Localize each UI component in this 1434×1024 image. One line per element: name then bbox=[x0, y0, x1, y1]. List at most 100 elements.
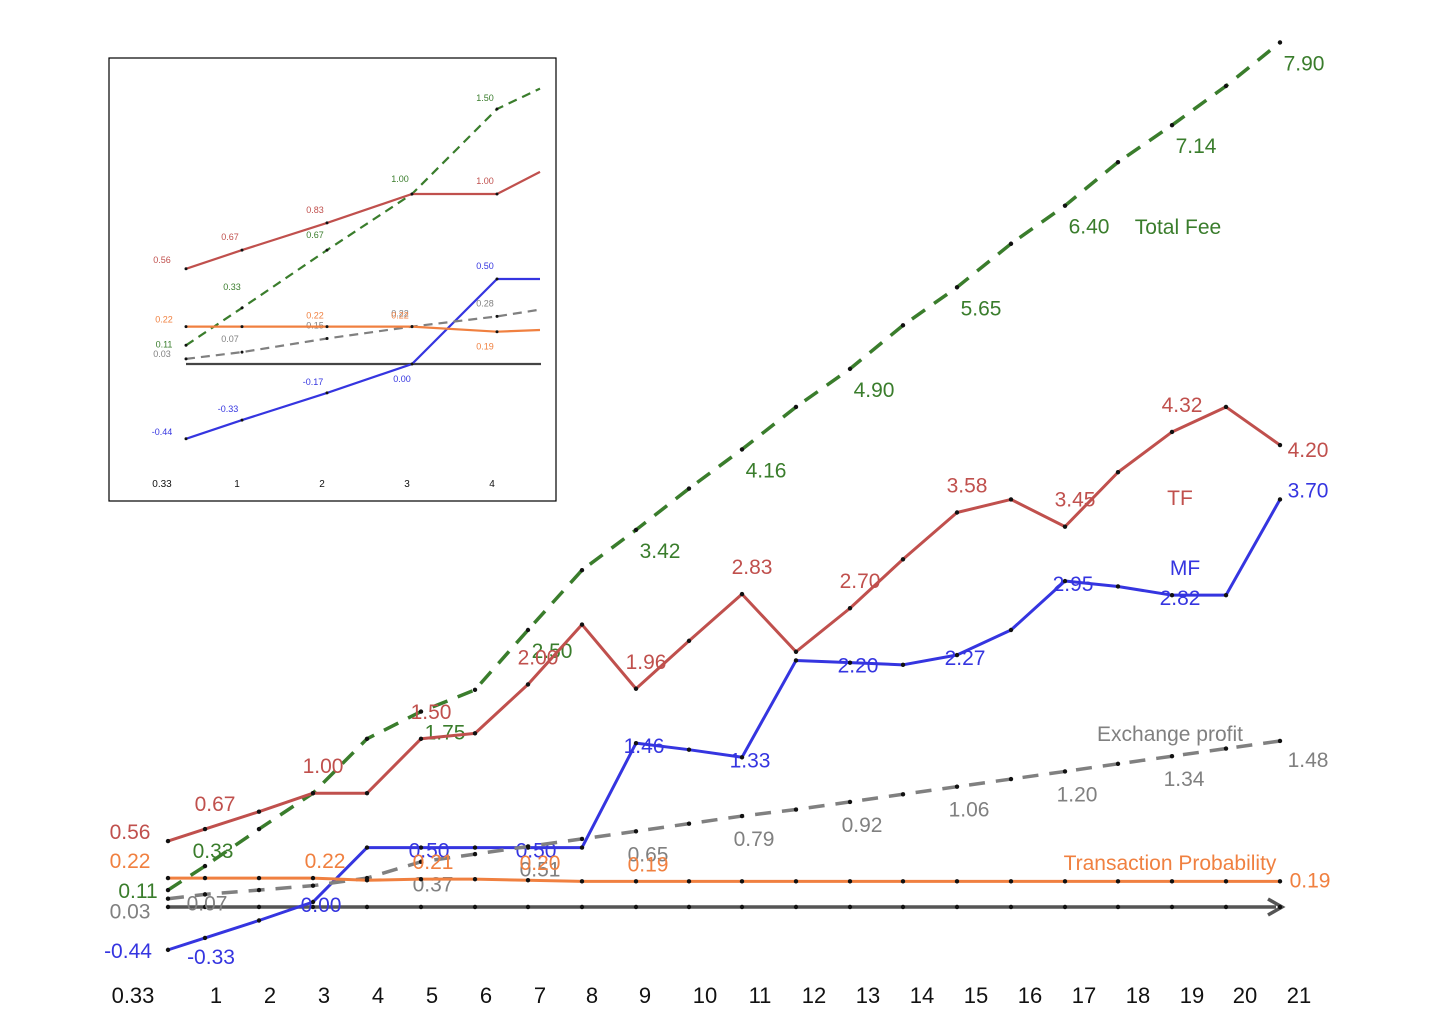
inset-data-point bbox=[325, 325, 329, 329]
inset-data-label: 0.67 bbox=[306, 230, 324, 240]
data-point bbox=[686, 821, 692, 826]
axis-tick-dot bbox=[900, 904, 906, 910]
x-tick-label: 7 bbox=[534, 983, 546, 1008]
axis-tick-dot bbox=[256, 904, 262, 910]
data-point bbox=[1277, 879, 1283, 884]
series-line-transaction-probability bbox=[168, 876, 1280, 883]
data-label: 1.96 bbox=[626, 651, 667, 674]
data-label: 1.00 bbox=[303, 755, 344, 778]
data-label: 2.95 bbox=[1053, 573, 1094, 596]
inset-series-mf: -0.44 -0.33 -0.17 0.00 0.50 bbox=[152, 261, 540, 441]
data-label: 0.21 bbox=[413, 851, 454, 874]
series-line-tf bbox=[167, 405, 1281, 843]
data-point bbox=[954, 285, 960, 290]
inset-data-label: 0.22 bbox=[306, 311, 324, 321]
data-point bbox=[1008, 497, 1014, 502]
data-point bbox=[900, 557, 906, 562]
inset-data-point bbox=[240, 248, 244, 252]
data-point bbox=[1115, 159, 1121, 165]
data-label: 1.46 bbox=[624, 735, 665, 758]
inset-data-label: 1.00 bbox=[391, 174, 409, 184]
inset-series-transaction-probability: 0.22 0.22 0.22 0.19 bbox=[155, 311, 541, 352]
data-point bbox=[525, 844, 531, 849]
inset-data-point bbox=[495, 314, 499, 318]
data-point bbox=[202, 935, 208, 941]
inset-data-label: 0.19 bbox=[476, 342, 494, 352]
data-point bbox=[256, 887, 262, 893]
data-point bbox=[418, 736, 424, 741]
data-point bbox=[310, 883, 316, 888]
data-point bbox=[1223, 746, 1229, 751]
x-tick-label: 12 bbox=[802, 983, 826, 1008]
data-point bbox=[525, 627, 531, 633]
data-label: 3.45 bbox=[1055, 489, 1096, 512]
data-point bbox=[310, 875, 316, 881]
axis-tick-dot bbox=[525, 904, 531, 910]
data-point bbox=[1115, 584, 1121, 589]
data-point bbox=[418, 845, 424, 850]
x-tick-label: 19 bbox=[1180, 983, 1204, 1008]
axis-tick-dot bbox=[418, 904, 424, 910]
data-point bbox=[364, 878, 370, 883]
series-transaction-probability: 0.22 0.22 0.21 0.20 0.19 0.19 bbox=[110, 850, 1331, 892]
inset-data-label: 0.28 bbox=[476, 298, 494, 308]
data-point bbox=[1062, 578, 1068, 584]
data-point bbox=[739, 813, 745, 819]
inset-data-label: 0.83 bbox=[306, 205, 324, 215]
inset-series-line-tf bbox=[185, 170, 541, 270]
axis-tick-dot bbox=[579, 904, 585, 910]
data-point bbox=[1223, 404, 1229, 410]
data-label: 3.58 bbox=[947, 474, 988, 497]
data-label: 7.14 bbox=[1176, 135, 1217, 158]
data-label: 0.50 bbox=[409, 840, 450, 863]
data-point bbox=[525, 878, 531, 883]
data-point bbox=[1277, 497, 1283, 502]
data-point bbox=[418, 709, 424, 714]
inset-data-point bbox=[325, 391, 329, 395]
inset-data-point bbox=[240, 350, 244, 354]
data-label: 6.40 bbox=[1069, 216, 1110, 239]
data-label: 4.20 bbox=[1288, 439, 1329, 462]
data-label: 0.92 bbox=[842, 814, 883, 837]
data-point bbox=[256, 826, 262, 832]
data-point bbox=[900, 792, 906, 797]
axis-tick-dot bbox=[1169, 904, 1175, 910]
data-label: 4.16 bbox=[746, 459, 787, 482]
data-point bbox=[165, 896, 171, 901]
axis-tick-dot bbox=[793, 904, 799, 910]
x-tick-label: 9 bbox=[639, 983, 651, 1008]
inset-data-point bbox=[495, 277, 499, 281]
data-point bbox=[739, 755, 745, 760]
data-point bbox=[472, 687, 478, 693]
data-point bbox=[1115, 761, 1121, 767]
data-point bbox=[1277, 442, 1283, 448]
inset-data-point bbox=[410, 192, 414, 196]
data-point bbox=[202, 875, 208, 881]
x-tick-label: 1 bbox=[210, 983, 222, 1008]
inset-data-point bbox=[325, 248, 329, 252]
data-label: 0.00 bbox=[301, 894, 342, 917]
data-point bbox=[202, 826, 208, 832]
data-label: 2.27 bbox=[945, 647, 986, 670]
data-label: 0.20 bbox=[520, 852, 561, 875]
data-point bbox=[847, 879, 853, 884]
data-point bbox=[793, 807, 799, 812]
data-label: -0.44 bbox=[104, 940, 152, 963]
x-tick-label: 3 bbox=[318, 983, 330, 1008]
inset-data-label: 1.50 bbox=[476, 93, 494, 103]
data-label: 0.51 bbox=[520, 859, 561, 882]
x-tick-label: 8 bbox=[586, 983, 598, 1008]
data-point bbox=[739, 447, 745, 452]
data-point bbox=[256, 918, 262, 923]
data-point bbox=[1277, 40, 1283, 45]
data-label: 0.67 bbox=[195, 793, 236, 816]
inset-data-point bbox=[184, 267, 188, 271]
data-point bbox=[165, 875, 171, 881]
inset-series-line-transaction-probability bbox=[186, 325, 541, 333]
data-point bbox=[310, 899, 316, 905]
data-label: 0.03 bbox=[110, 901, 151, 924]
data-point bbox=[579, 836, 585, 842]
axis-tick-dot bbox=[686, 904, 692, 910]
inset-data-point bbox=[240, 306, 244, 310]
inset-data-label: 0.11 bbox=[156, 339, 173, 349]
